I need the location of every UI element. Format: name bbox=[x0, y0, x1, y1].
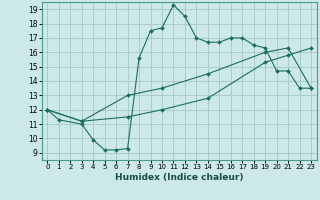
X-axis label: Humidex (Indice chaleur): Humidex (Indice chaleur) bbox=[115, 173, 244, 182]
